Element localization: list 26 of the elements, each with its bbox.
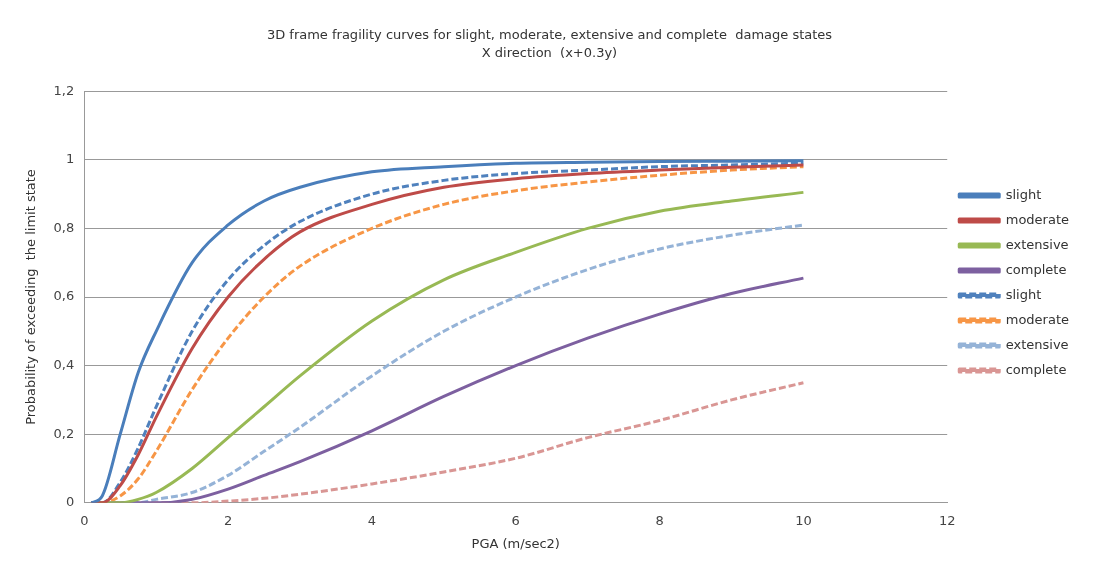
legend-label: moderate — [1005, 311, 1070, 327]
y-tick-label: 0,8 — [53, 219, 75, 235]
legend-label: extensive — [1005, 336, 1069, 352]
x-axis-title: PGA (m/sec2) — [471, 535, 560, 551]
legend-label: extensive — [1005, 236, 1069, 252]
x-tick-label: 0 — [80, 512, 89, 528]
x-tick-label: 8 — [655, 512, 664, 528]
chart-title: 3D frame fragility curves for slight, moderate, extensive and complete damage states — [266, 27, 833, 43]
legend-label: slight — [1005, 186, 1042, 202]
y-tick-label: 1,2 — [53, 82, 75, 98]
y-tick-label: 0,6 — [53, 288, 75, 304]
legend-label: complete — [1005, 361, 1067, 377]
legend-label: slight — [1005, 286, 1042, 302]
y-tick-label: 1 — [65, 151, 75, 167]
legend-label: complete — [1005, 261, 1067, 277]
y-tick-label: 0,2 — [53, 425, 75, 441]
y-tick-label: 0,4 — [53, 356, 75, 372]
chart-subtitle: X direction (x+0.3y) — [481, 44, 618, 60]
y-axis-title: Probability of exceeding the limit state — [23, 169, 39, 425]
legend-label: moderate — [1005, 211, 1070, 227]
x-tick-label: 4 — [367, 512, 377, 528]
x-tick-label: 10 — [795, 512, 812, 528]
x-tick-label: 2 — [223, 512, 233, 528]
y-tick-label: 0 — [65, 494, 75, 510]
x-tick-label: 12 — [938, 512, 956, 528]
x-tick-label: 6 — [511, 512, 520, 528]
